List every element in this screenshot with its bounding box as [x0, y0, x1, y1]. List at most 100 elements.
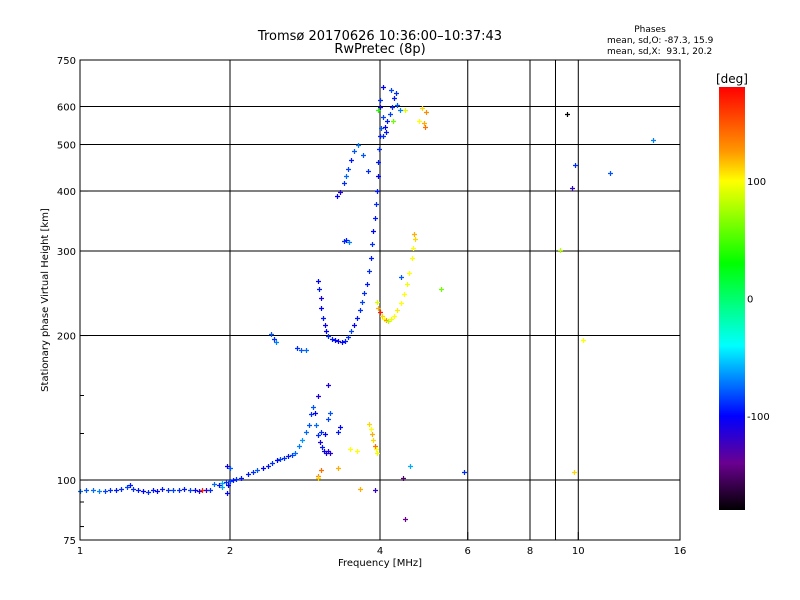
data-point — [417, 119, 422, 124]
y-tick-label: 500 — [57, 141, 76, 152]
data-point — [581, 338, 586, 343]
data-point — [217, 483, 222, 488]
data-point — [275, 458, 280, 463]
data-point — [376, 160, 381, 165]
data-point — [358, 308, 363, 313]
data-point — [573, 163, 578, 168]
data-point — [300, 438, 305, 443]
data-point — [316, 476, 321, 481]
data-point — [307, 423, 312, 428]
data-point — [290, 453, 295, 458]
data-point — [342, 181, 347, 186]
data-point — [119, 487, 124, 492]
data-point — [299, 348, 304, 353]
data-point — [309, 412, 314, 417]
data-point — [375, 189, 380, 194]
y-tick-label: 300 — [57, 247, 76, 258]
data-point — [319, 468, 324, 473]
data-point — [408, 464, 413, 469]
data-point — [328, 411, 333, 416]
y-tick-label: 75 — [63, 536, 76, 547]
data-point — [208, 488, 213, 493]
data-point — [348, 447, 353, 452]
data-point — [316, 279, 321, 284]
data-point — [330, 337, 335, 342]
data-point — [295, 346, 300, 351]
data-point — [128, 483, 133, 488]
data-point — [326, 417, 331, 422]
data-point — [97, 489, 102, 494]
data-point — [392, 314, 397, 319]
data-point — [326, 334, 331, 339]
data-point — [398, 108, 403, 113]
data-point — [344, 174, 349, 179]
data-point — [274, 340, 279, 345]
data-point — [376, 174, 381, 179]
data-point — [319, 296, 324, 301]
data-point — [381, 85, 386, 90]
data-point — [395, 103, 400, 108]
data-point — [403, 517, 408, 522]
data-point — [352, 149, 357, 154]
data-point — [381, 134, 386, 139]
data-point — [371, 229, 376, 234]
data-point — [338, 425, 343, 430]
data-point — [91, 488, 96, 493]
data-point — [405, 282, 410, 287]
data-point — [411, 246, 416, 251]
data-point — [226, 483, 231, 488]
data-point — [282, 456, 287, 461]
data-point — [423, 125, 428, 130]
y-axis-label: Stationary phase Virtual Height [km] — [40, 208, 51, 392]
data-point — [231, 478, 236, 483]
data-point — [376, 306, 381, 311]
data-point — [188, 488, 193, 493]
data-point — [378, 310, 383, 315]
data-point — [360, 300, 365, 305]
data-point — [343, 339, 348, 344]
data-point — [347, 240, 352, 245]
data-point — [420, 106, 425, 111]
data-point — [422, 121, 427, 126]
x-tick-label: 1 — [77, 546, 83, 557]
y-tick-label: 600 — [57, 103, 76, 114]
x-axis-label: Frequency [MHz] — [338, 558, 422, 569]
data-point — [395, 308, 400, 313]
data-point — [407, 271, 412, 276]
data-point — [336, 339, 341, 344]
data-point — [239, 476, 244, 481]
data-point — [358, 487, 363, 492]
data-point — [335, 194, 340, 199]
data-point — [344, 238, 349, 243]
data-point — [313, 411, 318, 416]
data-point — [324, 329, 329, 334]
data-point — [304, 430, 309, 435]
data-point — [365, 282, 370, 287]
data-point — [319, 306, 324, 311]
data-point — [304, 348, 309, 353]
data-point — [401, 476, 406, 481]
data-point — [380, 314, 385, 319]
data-point — [439, 287, 444, 292]
data-point — [146, 490, 151, 495]
data-point — [317, 287, 322, 292]
data-point — [286, 454, 291, 459]
data-point — [373, 488, 378, 493]
data-point — [318, 440, 323, 445]
data-point — [361, 153, 366, 158]
data-point — [131, 487, 136, 492]
data-point — [373, 216, 378, 221]
x-tick-label: 6 — [465, 546, 471, 557]
data-point — [369, 256, 374, 261]
data-point — [84, 488, 89, 493]
data-point — [369, 427, 374, 432]
data-point — [392, 96, 397, 101]
data-point — [378, 105, 383, 110]
data-point — [651, 138, 656, 143]
data-point — [410, 256, 415, 261]
data-point — [316, 433, 321, 438]
data-point — [141, 489, 146, 494]
data-point — [367, 269, 372, 274]
grid-lines — [80, 60, 680, 540]
